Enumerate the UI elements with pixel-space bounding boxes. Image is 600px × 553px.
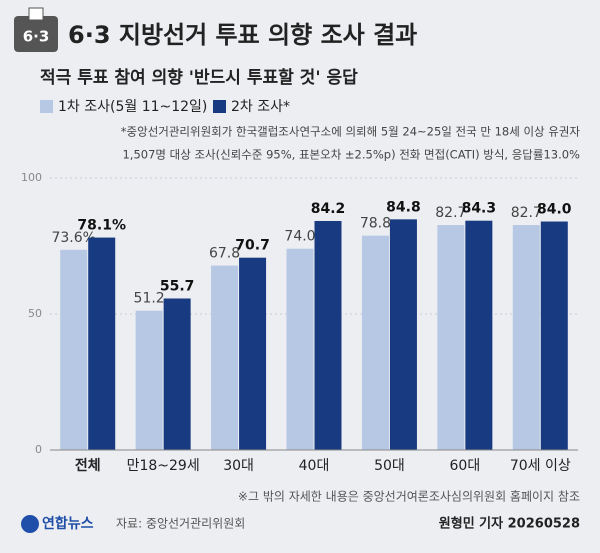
legend-label: 1차 조사(5월 11~12일) <box>58 99 207 115</box>
bar <box>361 235 389 450</box>
x-tick-label: 50대 <box>374 458 405 474</box>
value-label: 84.2 <box>311 201 346 217</box>
bar <box>465 220 493 450</box>
value-label: 73.6% <box>51 230 95 246</box>
x-tick-label: 70세 이상 <box>510 458 571 474</box>
bar <box>163 298 191 450</box>
bar <box>286 248 314 450</box>
value-label: 70.7 <box>235 238 270 254</box>
value-label: 82.7 <box>435 205 466 221</box>
footnote: 1,507명 대상 조사(신뢰수준 95%, 표본오차 ±2.5%p) 전화 면… <box>122 148 580 162</box>
subtitle: 적극 투표 참여 의향 '반드시 투표할 것' 응답 <box>40 67 358 88</box>
y-tick-label: 0 <box>35 443 42 456</box>
chart-title: 6·3 지방선거 투표 의향 조사 결과 <box>68 21 417 49</box>
value-label: 67.8 <box>209 246 240 262</box>
value-label: 51.2 <box>134 291 165 307</box>
x-tick-label: 전체 <box>75 457 101 474</box>
source: 자료: 중앙선거관리위원회 <box>116 517 245 531</box>
footnote: *중앙선거관리위원회가 한국갤럽조사연구소에 의뢰해 5월 24~25일 전국 … <box>121 125 581 139</box>
icon-box <box>14 16 58 52</box>
legend-label: 2차 조사* <box>231 99 290 115</box>
logo-mark <box>21 515 39 533</box>
legend-swatch <box>40 100 53 113</box>
y-tick-label: 100 <box>21 171 42 184</box>
bar <box>389 219 417 450</box>
bar <box>540 221 568 450</box>
value-label: 55.7 <box>160 278 195 294</box>
bar <box>135 310 163 450</box>
bar <box>60 249 88 450</box>
value-label: 82.7 <box>511 205 542 221</box>
value-label: 84.0 <box>537 202 572 218</box>
y-tick-label: 50 <box>28 307 42 320</box>
x-tick-label: 30대 <box>223 458 254 474</box>
bar <box>437 225 465 450</box>
x-tick-label: 만18~29세 <box>127 458 200 474</box>
value-label: 84.3 <box>462 201 497 217</box>
value-label: 78.8 <box>360 216 391 232</box>
credit: 원형민 기자 20260528 <box>439 516 580 532</box>
note: ※그 밖의 자세한 내용은 중앙선거여론조사심의위원회 홈페이지 참조 <box>238 490 580 504</box>
bar <box>239 257 267 450</box>
bar <box>512 225 540 450</box>
bar <box>211 265 239 450</box>
icon-text: 6·3 <box>23 28 50 46</box>
icon-ballot <box>28 7 44 21</box>
x-tick-label: 60대 <box>450 458 481 474</box>
value-label: 84.8 <box>386 199 421 215</box>
value-label: 78.1% <box>77 218 126 234</box>
legend-swatch <box>213 100 226 113</box>
value-label: 74.0 <box>284 229 315 245</box>
bar <box>314 220 342 450</box>
logo: 연합뉴스 <box>42 515 94 532</box>
bar <box>88 237 116 450</box>
x-tick-label: 40대 <box>299 458 330 474</box>
